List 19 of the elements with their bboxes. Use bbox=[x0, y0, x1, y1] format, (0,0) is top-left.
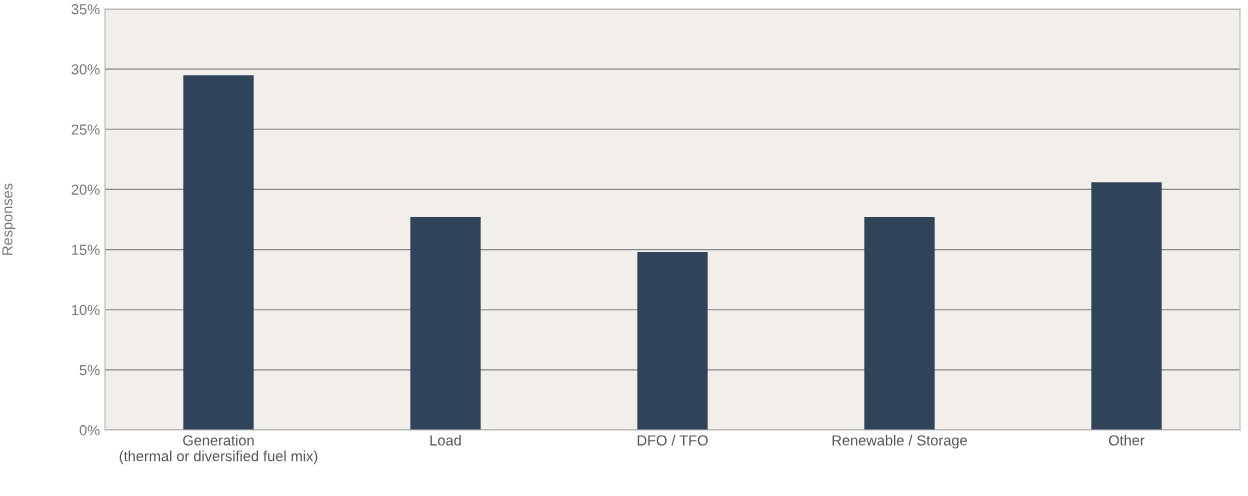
bar bbox=[410, 217, 481, 430]
x-tick-label: Load bbox=[430, 434, 461, 446]
y-tick-label: 25% bbox=[71, 124, 100, 135]
y-tick-label: 0% bbox=[79, 425, 100, 436]
x-tick-label: Other bbox=[1108, 434, 1145, 446]
y-tick-label: 15% bbox=[72, 244, 100, 255]
bar bbox=[637, 251, 708, 430]
bar bbox=[864, 217, 935, 430]
bar bbox=[183, 75, 254, 430]
y-tick-label: 35% bbox=[71, 4, 100, 15]
y-tick-label: 5% bbox=[79, 365, 100, 376]
y-axis-title: Responses bbox=[2, 183, 16, 255]
y-tick-label: 20% bbox=[71, 184, 100, 195]
y-tick-label: 10% bbox=[72, 304, 100, 316]
bar bbox=[1091, 182, 1162, 430]
x-tick-label: DFO / TFO bbox=[637, 434, 708, 446]
x-tick-label: Renewable / Storage bbox=[832, 434, 967, 449]
y-tick-label: 30% bbox=[71, 64, 100, 75]
x-tick-label: Generation (thermal or diversified fuel mix) bbox=[119, 434, 318, 465]
